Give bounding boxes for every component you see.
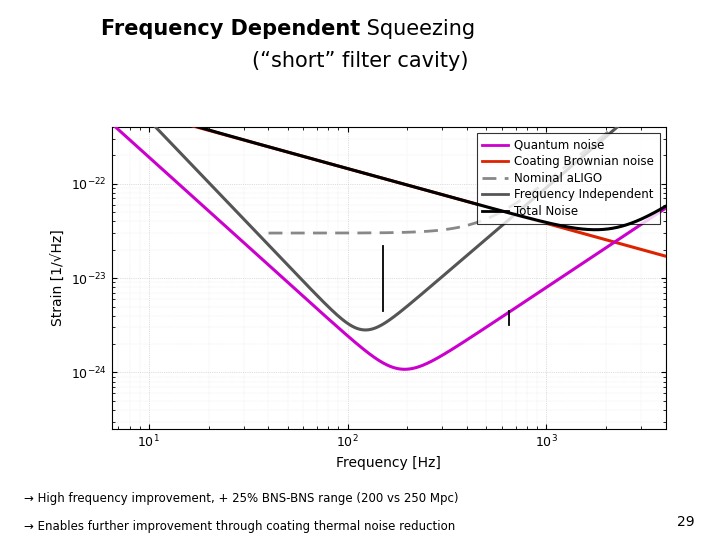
Text: Frequency Dependent: Frequency Dependent xyxy=(101,19,360,39)
Text: (“short” filter cavity): (“short” filter cavity) xyxy=(252,51,468,71)
Y-axis label: Strain [1/√Hz]: Strain [1/√Hz] xyxy=(51,230,66,327)
Text: → Enables further improvement through coating thermal noise reduction: → Enables further improvement through co… xyxy=(24,520,455,533)
X-axis label: Frequency [Hz]: Frequency [Hz] xyxy=(336,456,441,470)
Text: → High frequency improvement, + 25% BNS-BNS range (200 vs 250 Mpc): → High frequency improvement, + 25% BNS-… xyxy=(24,492,459,505)
Legend: Quantum noise, Coating Brownian noise, Nominal aLIGO, Frequency Independent, Tot: Quantum noise, Coating Brownian noise, N… xyxy=(477,133,660,224)
Text: Squeezing: Squeezing xyxy=(360,19,475,39)
Text: 29: 29 xyxy=(678,515,695,529)
